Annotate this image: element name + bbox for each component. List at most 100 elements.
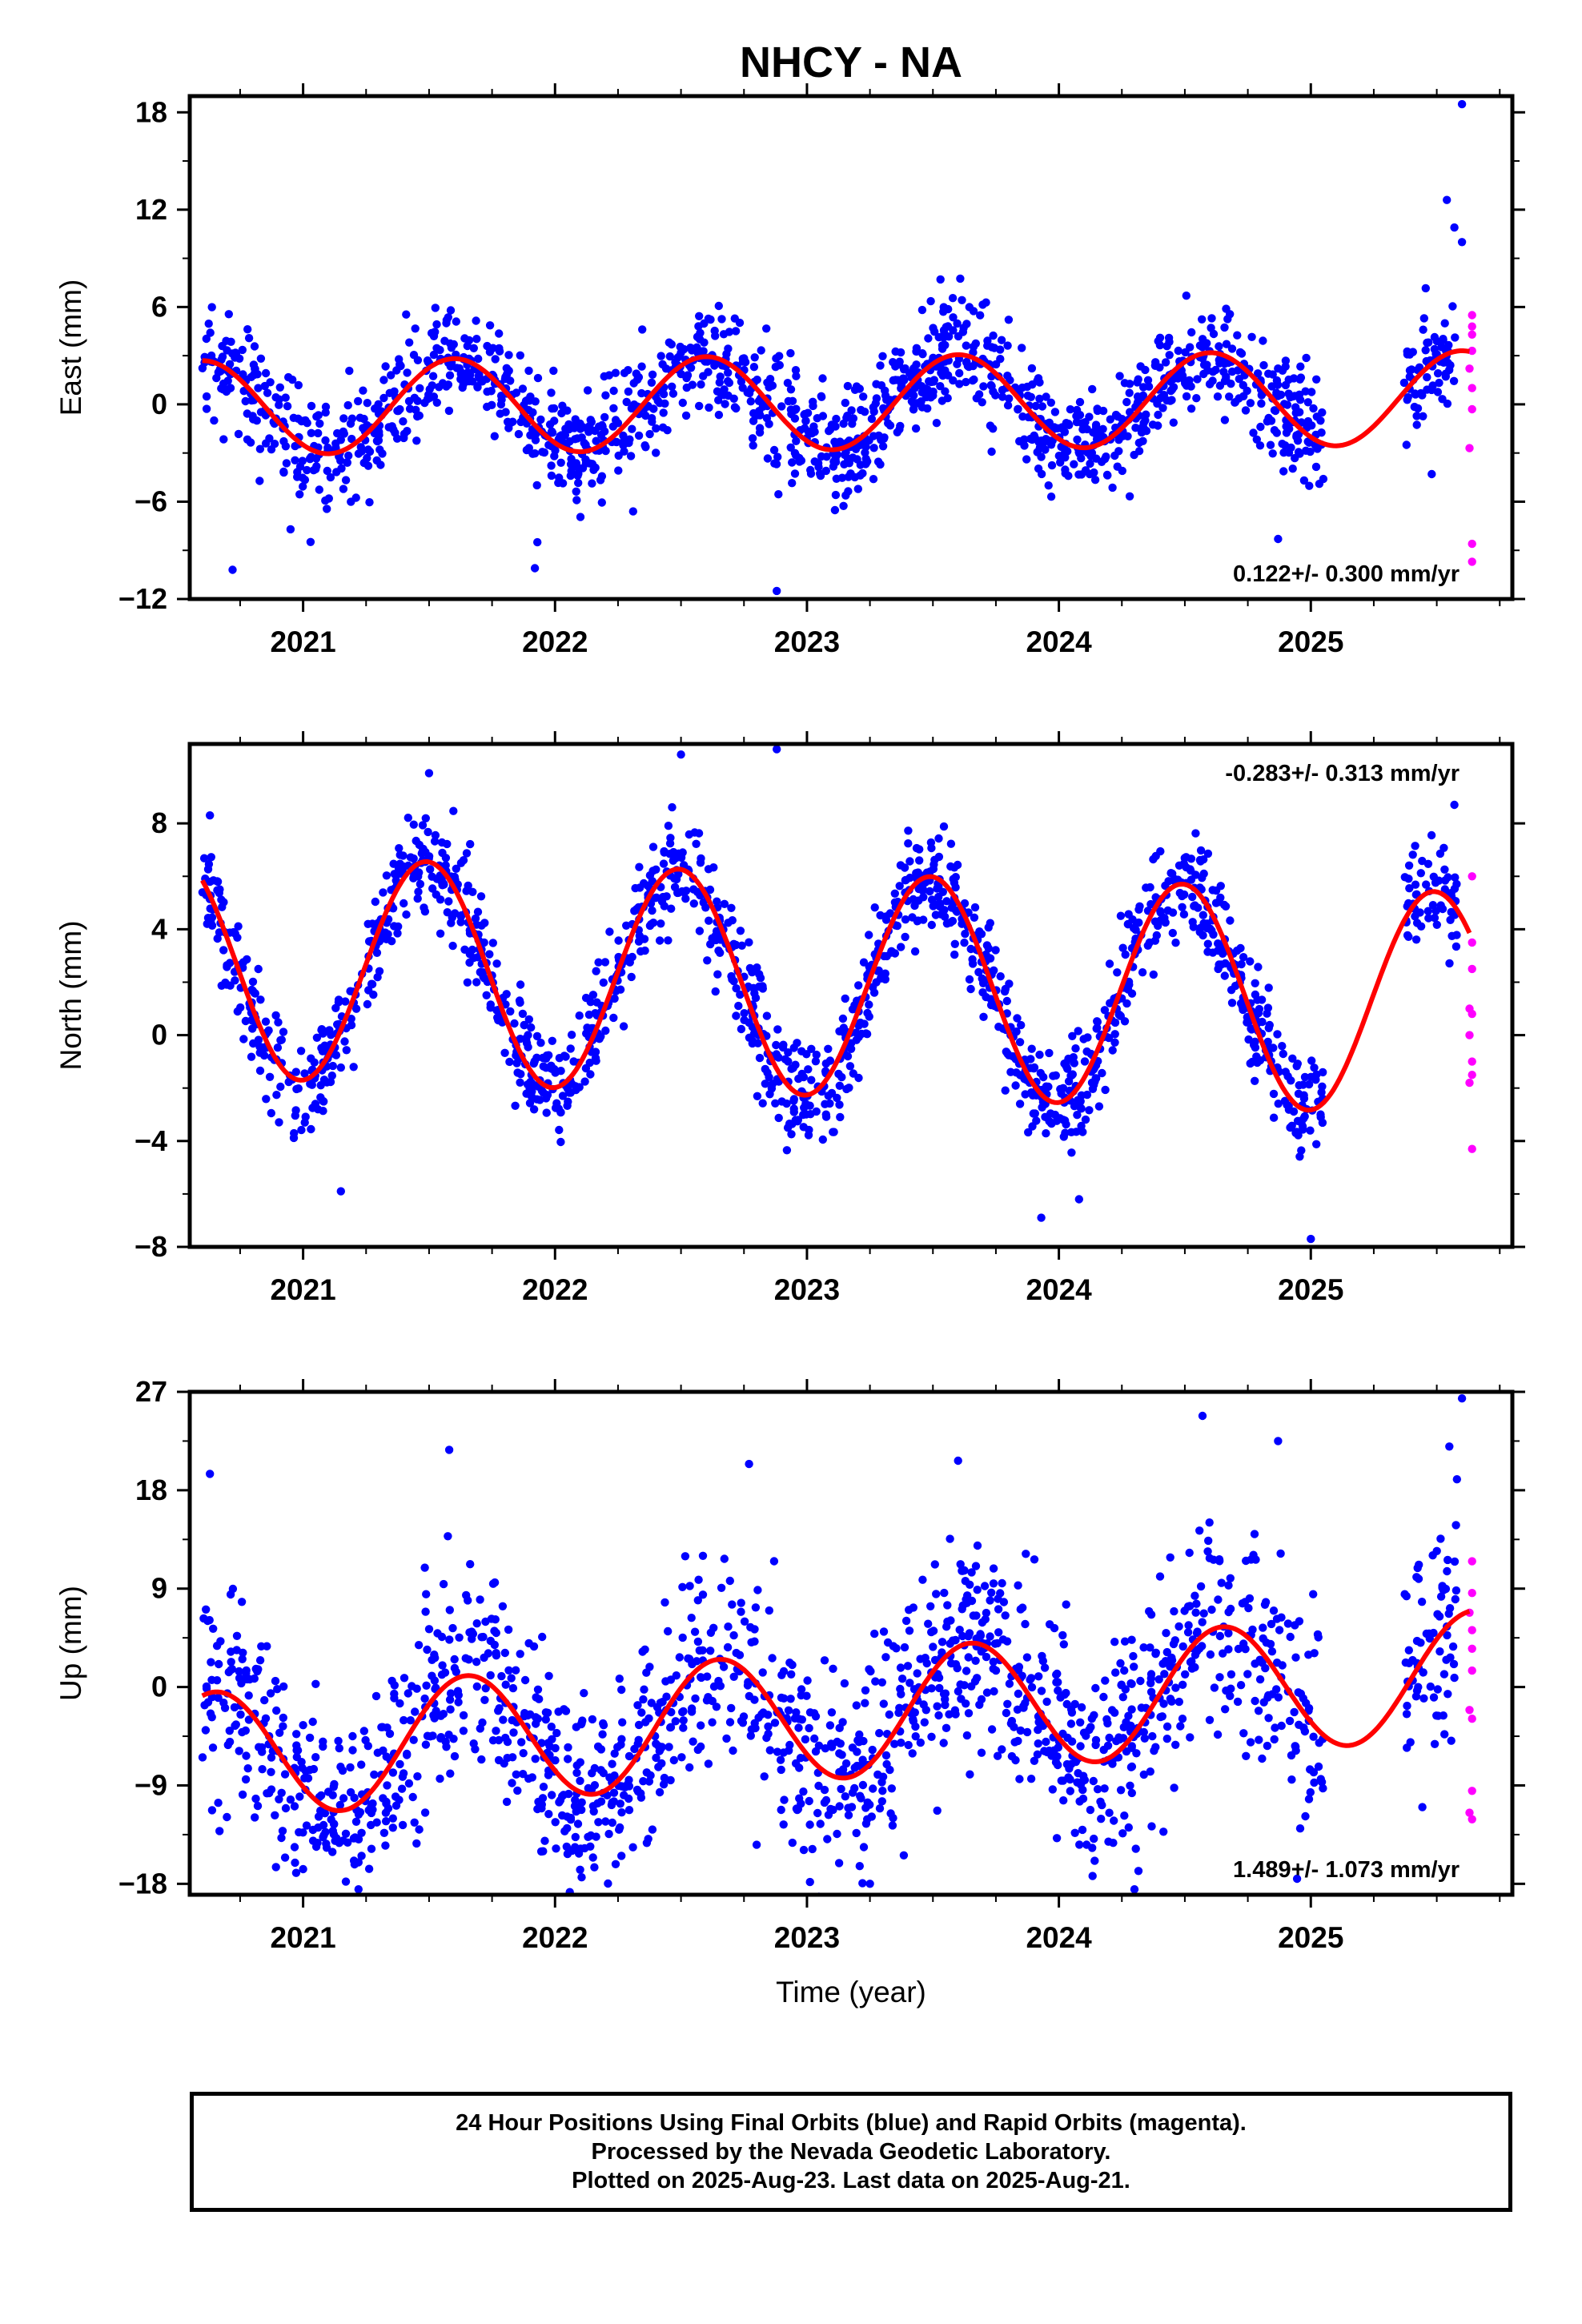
east-final-point — [495, 344, 504, 353]
up-final-point — [1097, 1815, 1106, 1823]
up-final-point — [852, 1828, 861, 1838]
up-final-point — [788, 1660, 797, 1670]
up-final-point — [1110, 1816, 1118, 1825]
up-final-point — [725, 1576, 734, 1586]
up-final-point — [896, 1684, 905, 1694]
up-final-point — [1183, 1628, 1193, 1637]
up-final-point — [275, 1795, 283, 1803]
up-final-point — [476, 1595, 484, 1604]
east-final-point — [1118, 466, 1127, 476]
up-final-point — [508, 1779, 516, 1787]
east-final-point — [597, 420, 607, 430]
east-final-point — [303, 465, 311, 475]
up-final-point — [299, 1864, 307, 1874]
north-final-point — [452, 864, 460, 874]
up-final-point — [871, 1677, 880, 1686]
east-final-point — [1023, 391, 1033, 400]
east-final-point — [254, 384, 263, 392]
north-ytick-label: 0 — [151, 1019, 167, 1051]
up-final-point — [1443, 1566, 1452, 1576]
up-final-point — [1119, 1723, 1129, 1731]
up-final-point — [777, 1765, 785, 1775]
east-final-point — [363, 453, 371, 463]
north-final-point — [1247, 1024, 1255, 1033]
north-final-point — [297, 1125, 306, 1135]
up-final-point — [1192, 1599, 1201, 1608]
up-final-point — [245, 1675, 255, 1684]
north-final-point — [1174, 861, 1184, 870]
north-final-point — [930, 855, 939, 865]
up-final-point — [1248, 1625, 1257, 1634]
up-final-point — [370, 1770, 379, 1779]
east-final-point — [472, 335, 481, 344]
east-final-point — [306, 455, 315, 464]
east-final-point — [695, 401, 704, 411]
up-final-point — [773, 1747, 782, 1756]
up-final-point — [564, 1755, 572, 1763]
up-final-point — [704, 1759, 713, 1768]
up-final-point — [406, 1716, 415, 1725]
east-final-point — [1198, 335, 1207, 344]
east-final-point — [1077, 454, 1086, 463]
north-final-point — [1283, 1072, 1292, 1081]
up-final-point — [706, 1647, 715, 1655]
east-final-point — [1091, 420, 1101, 429]
north-final-point — [994, 1023, 1003, 1031]
up-final-point — [481, 1617, 490, 1626]
up-final-point — [821, 1795, 831, 1805]
up-final-point — [990, 1639, 1000, 1648]
up-final-point — [556, 1795, 565, 1805]
up-final-point — [1099, 1745, 1108, 1755]
up-final-point — [1116, 1659, 1125, 1668]
east-final-point — [978, 300, 987, 309]
up-final-point — [1108, 1759, 1117, 1768]
north-final-point — [277, 1035, 286, 1044]
north-final-point — [890, 889, 900, 899]
up-final-point — [865, 1800, 874, 1809]
up-final-point — [1317, 1778, 1327, 1787]
up-final-point — [1426, 1682, 1435, 1691]
north-final-point — [755, 982, 764, 991]
up-final-point — [1033, 1750, 1042, 1759]
up-final-point — [852, 1701, 861, 1710]
east-final-point — [449, 340, 458, 349]
north-xtick-label: 2025 — [1278, 1273, 1343, 1306]
up-final-point — [764, 1711, 773, 1719]
up-final-point — [198, 1753, 207, 1762]
up-final-point — [404, 1779, 414, 1788]
north-final-point — [471, 914, 480, 923]
east-final-point — [572, 496, 581, 505]
north-final-point — [586, 1070, 595, 1079]
up-final-point — [892, 1644, 901, 1653]
east-final-point — [695, 312, 704, 320]
north-final-point — [1203, 939, 1213, 948]
east-final-point — [440, 336, 449, 345]
up-final-point — [859, 1736, 868, 1746]
north-final-point — [229, 927, 238, 937]
north-rapid-point — [1468, 1057, 1476, 1066]
up-final-point — [962, 1731, 972, 1740]
east-final-point — [1279, 448, 1288, 457]
up-final-point — [1146, 1610, 1156, 1619]
east-final-point — [1303, 416, 1313, 426]
up-final-point — [708, 1718, 717, 1727]
up-final-point — [1174, 1697, 1184, 1707]
up-final-point — [1078, 1825, 1087, 1835]
east-final-point — [855, 384, 865, 393]
east-final-point — [1158, 404, 1167, 412]
east-final-point — [1246, 399, 1255, 408]
up-ytick-label: 0 — [151, 1671, 167, 1703]
up-final-point — [1258, 1659, 1267, 1667]
east-final-point — [474, 372, 483, 380]
up-final-point — [1186, 1733, 1195, 1742]
up-final-point — [1260, 1600, 1270, 1610]
north-final-point — [292, 1084, 301, 1094]
up-final-point — [1198, 1411, 1207, 1421]
north-final-point — [247, 985, 256, 995]
up-final-point — [941, 1695, 950, 1704]
up-final-point — [281, 1803, 291, 1813]
east-final-point — [817, 392, 825, 400]
north-final-point — [728, 975, 737, 984]
up-final-point — [792, 1708, 801, 1717]
up-final-point — [1277, 1721, 1286, 1731]
